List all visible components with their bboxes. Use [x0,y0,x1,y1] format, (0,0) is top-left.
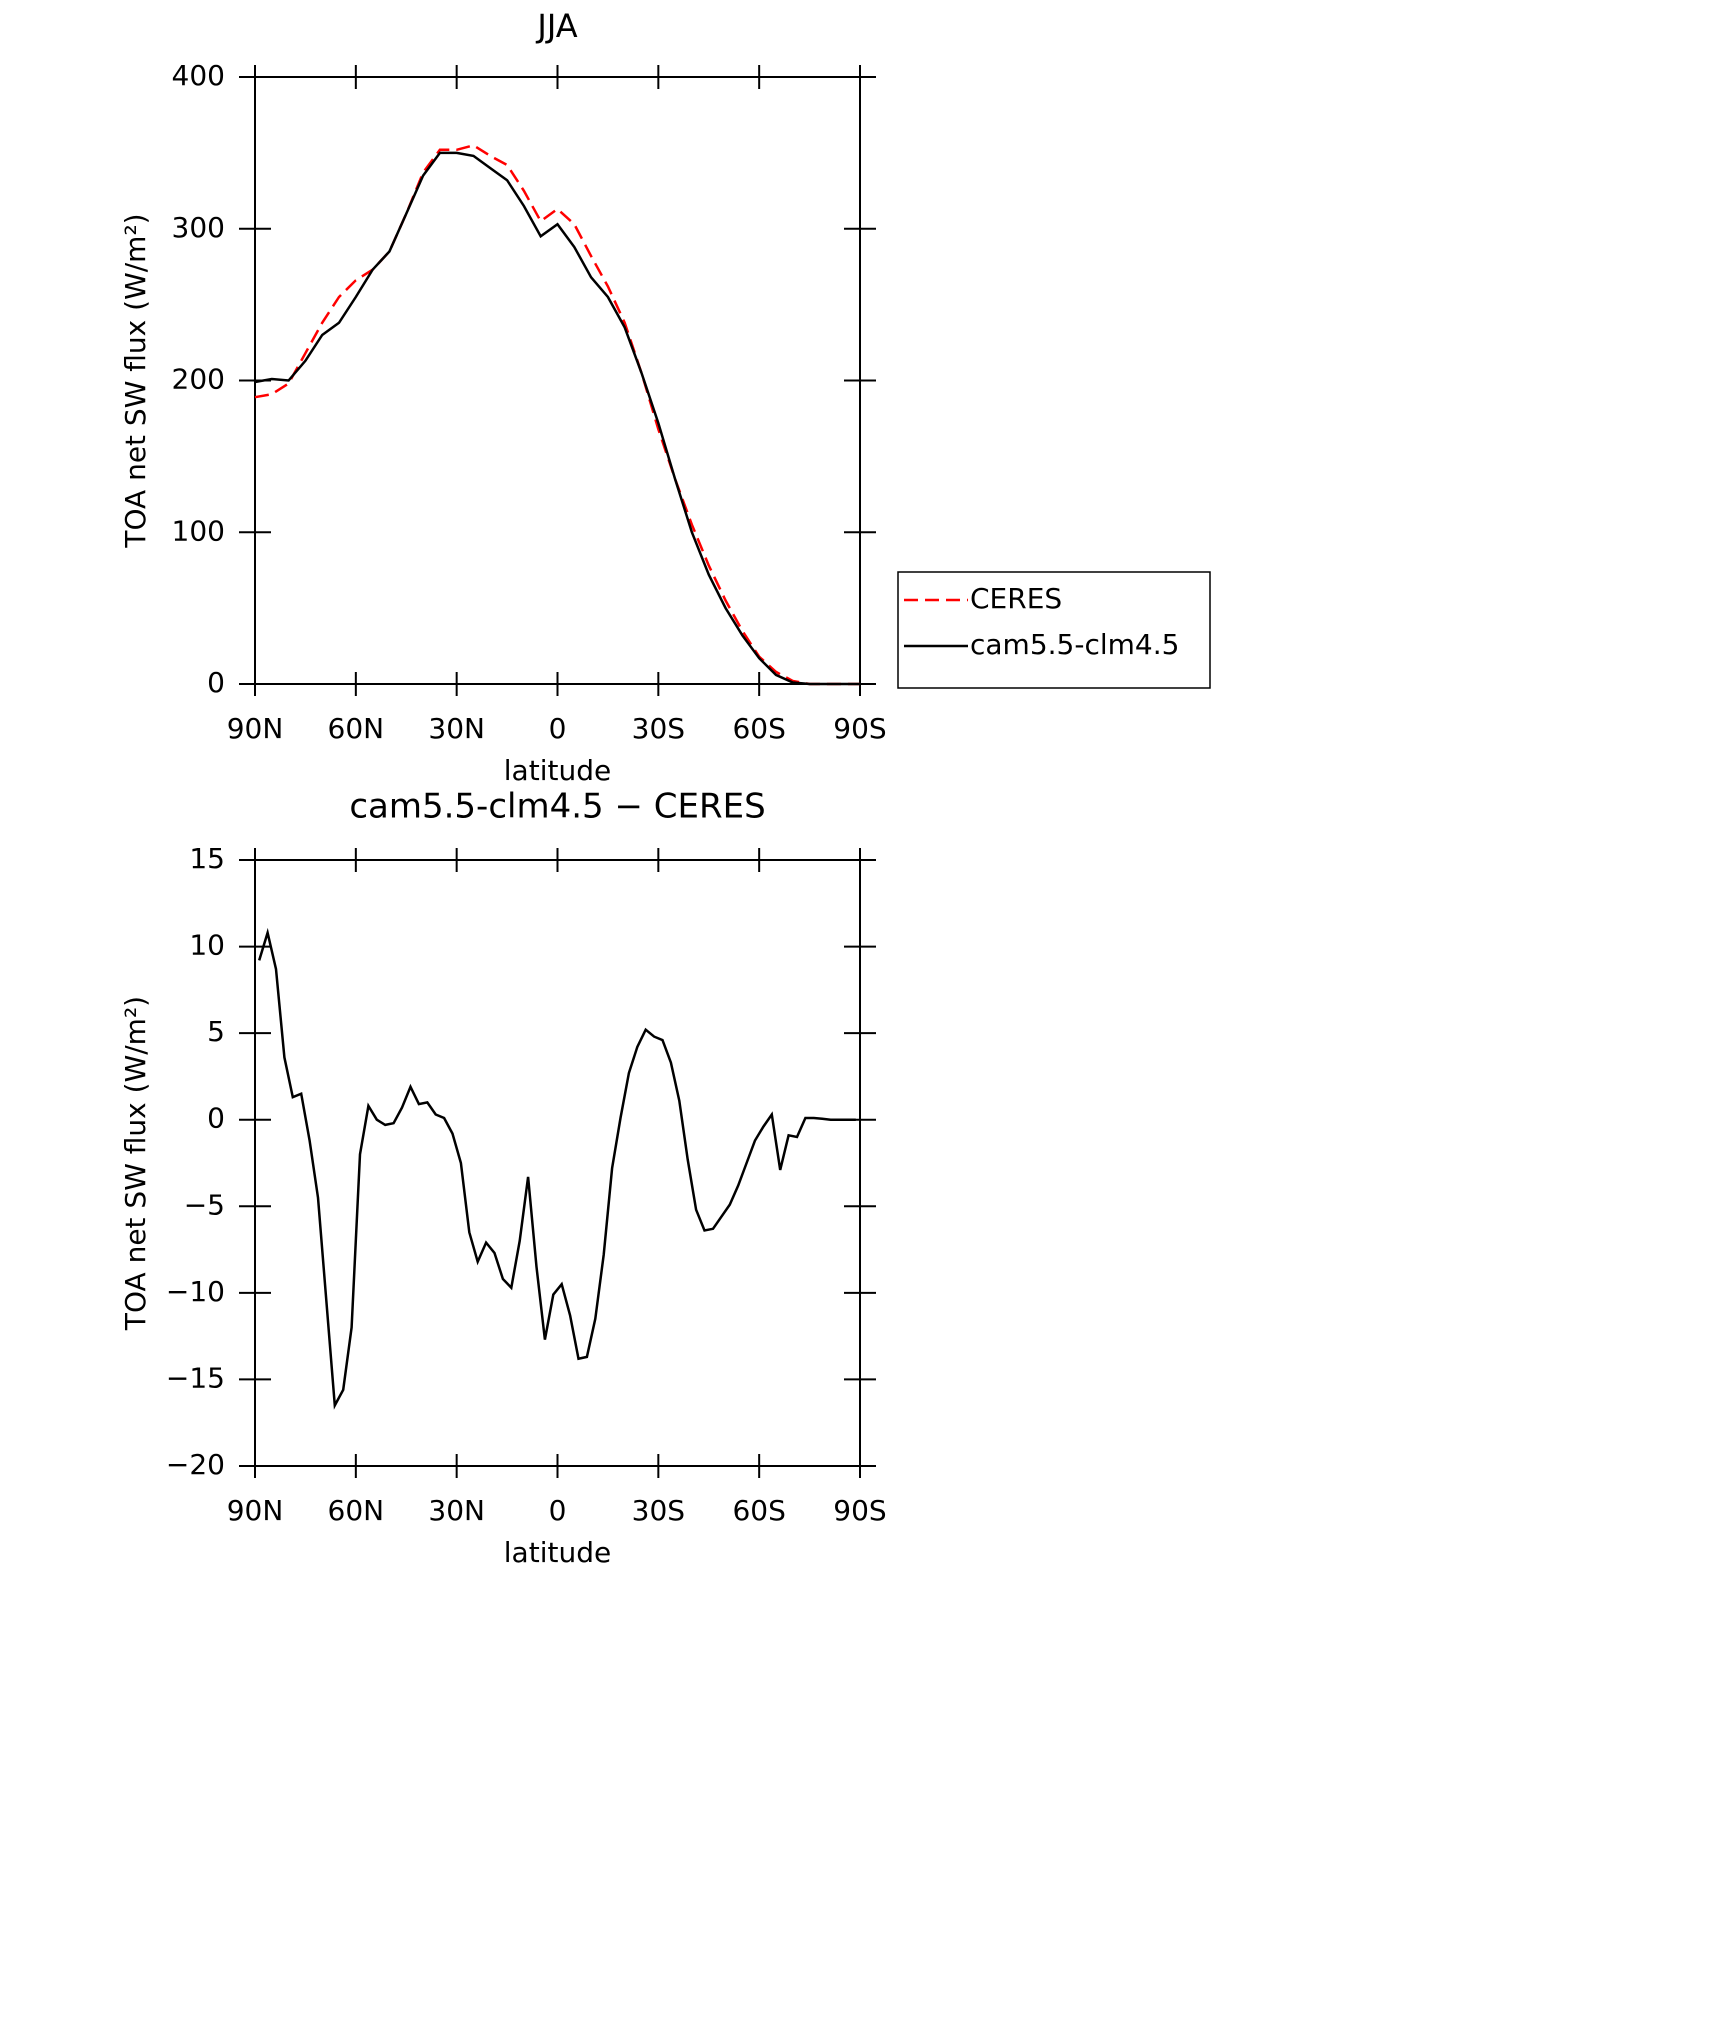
x-axis-label: latitude [504,1536,611,1569]
y-tick-label: 5 [207,1015,225,1048]
legend-box [897,571,1211,689]
y-tick-label: −5 [184,1188,225,1221]
y-tick-label: 10 [189,929,225,962]
legend-label: CERES [970,582,1062,615]
y-tick-label: 15 [189,842,225,875]
x-tick-label: 90S [833,712,886,745]
chart-title: JJA [535,7,577,45]
x-tick-label: 30N [428,712,485,745]
x-tick-label: 90S [833,1494,886,1527]
x-axis-label: latitude [504,754,611,787]
x-tick-label: 30N [428,1494,485,1527]
y-axis-label: TOA net SW flux (W/m²) [119,996,152,1331]
x-tick-label: 30S [632,712,685,745]
y-tick-label: 100 [172,514,225,547]
plot-frame [254,76,861,685]
chart-title: cam5.5-clm4.5 − CERES [349,787,765,827]
x-tick-label: 60N [328,1494,385,1527]
series-line [258,927,856,1410]
x-tick-label: 90N [227,1494,284,1527]
x-tick-label: 60S [732,712,785,745]
y-tick-label: 0 [207,1102,225,1135]
series-line [254,151,860,686]
x-tick-label: 0 [549,712,567,745]
y-tick-label: −20 [166,1448,225,1481]
x-tick-label: 30S [632,1494,685,1527]
y-tick-label: 400 [172,59,225,92]
x-tick-label: 60S [732,1494,785,1527]
y-tick-label: 200 [172,363,225,396]
y-tick-label: −15 [166,1361,225,1394]
y-tick-label: 300 [172,211,225,244]
x-tick-label: 60N [328,712,385,745]
legend-label: cam5.5-clm4.5 [970,628,1179,661]
x-tick-label: 0 [549,1494,567,1527]
y-tick-label: 0 [207,666,225,699]
y-tick-label: −10 [166,1275,225,1308]
x-tick-label: 90N [227,712,284,745]
y-axis-label: TOA net SW flux (W/m²) [119,213,152,548]
